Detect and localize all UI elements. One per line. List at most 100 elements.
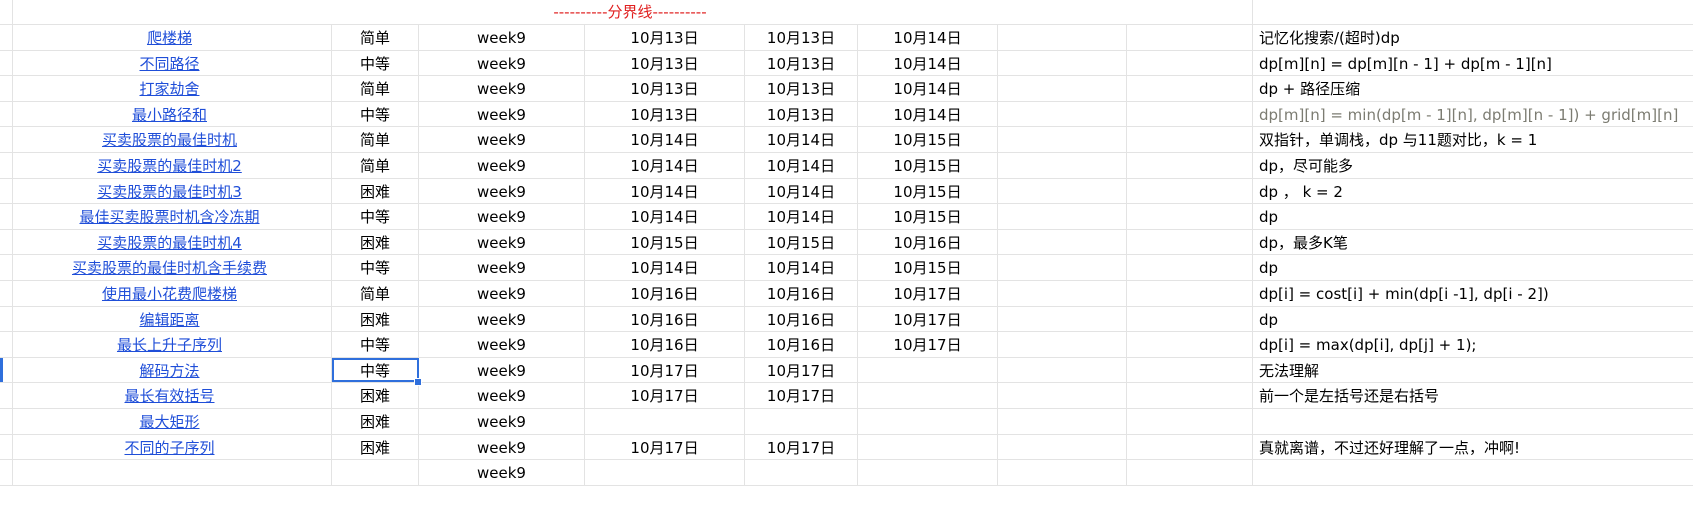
- cell-date-2[interactable]: 10月17日: [745, 357, 858, 383]
- row-gutter[interactable]: [0, 460, 13, 485]
- problem-link[interactable]: 买卖股票的最佳时机2: [97, 157, 242, 175]
- cell-empty[interactable]: [1127, 357, 1253, 383]
- problem-link[interactable]: 买卖股票的最佳时机含手续费: [71, 259, 267, 278]
- cell-date-3[interactable]: [858, 409, 998, 434]
- row-gutter[interactable]: [0, 434, 13, 460]
- cell-problem-title[interactable]: 最长上升子序列: [8, 332, 332, 357]
- cell-difficulty[interactable]: 困难: [332, 383, 419, 408]
- cell-note[interactable]: 双指针，单调栈，dp 与11题对比，k = 1: [1253, 127, 1693, 152]
- cell-problem-title[interactable]: 不同的子序列: [8, 434, 332, 460]
- cell-empty[interactable]: [1127, 76, 1253, 101]
- cell-note[interactable]: dp[i] = max(dp[i], dp[j] + 1);: [1253, 332, 1693, 357]
- cell-empty[interactable]: [998, 434, 1127, 460]
- cell-date-2[interactable]: 10月16日: [745, 281, 858, 306]
- cell-note[interactable]: [1253, 460, 1693, 485]
- cell-empty[interactable]: [1127, 281, 1253, 306]
- cell-week[interactable]: week9: [419, 50, 585, 76]
- cell-date-2[interactable]: 10月17日: [745, 383, 858, 408]
- cell-date-1[interactable]: 10月17日: [585, 383, 745, 408]
- cell-empty[interactable]: [998, 50, 1127, 76]
- cell-week[interactable]: week9: [419, 127, 585, 152]
- cell-date-2[interactable]: [745, 409, 858, 434]
- cell-difficulty[interactable]: 简单: [332, 25, 419, 50]
- row-gutter[interactable]: [0, 127, 13, 152]
- cell-empty[interactable]: [998, 25, 1127, 50]
- cell-empty[interactable]: [1127, 127, 1253, 152]
- cell-date-3[interactable]: 10月15日: [858, 178, 998, 204]
- cell-date-2[interactable]: 10月17日: [745, 434, 858, 460]
- cell-empty[interactable]: [1127, 255, 1253, 280]
- cell-date-1[interactable]: 10月17日: [585, 357, 745, 383]
- cell-difficulty[interactable]: 中等: [332, 101, 419, 127]
- cell-problem-title[interactable]: 买卖股票的最佳时机含手续费: [8, 255, 332, 280]
- cell-note[interactable]: dp: [1253, 255, 1693, 280]
- cell-note[interactable]: dp: [1253, 204, 1693, 229]
- cell-date-1[interactable]: 10月13日: [585, 25, 745, 50]
- row-gutter[interactable]: [0, 332, 13, 357]
- cell-note[interactable]: 真就离谱，不过还好理解了一点，冲啊!: [1253, 435, 1693, 460]
- row-gutter[interactable]: [0, 178, 13, 204]
- cell-date-3[interactable]: 10月15日: [858, 153, 998, 178]
- cell-week[interactable]: week9: [419, 229, 585, 255]
- cell-note[interactable]: dp: [1253, 307, 1693, 332]
- cell-date-3[interactable]: [858, 460, 998, 485]
- row-gutter[interactable]: [0, 357, 13, 383]
- cell-date-3[interactable]: 10月16日: [858, 229, 998, 255]
- problem-link[interactable]: 打家劫舍: [139, 80, 200, 99]
- row-gutter[interactable]: [0, 101, 13, 127]
- cell-week[interactable]: week9: [419, 383, 585, 408]
- cell-empty[interactable]: [1127, 409, 1253, 434]
- cell-empty[interactable]: [998, 409, 1127, 434]
- cell-date-1[interactable]: 10月13日: [585, 76, 745, 101]
- problem-link[interactable]: 编辑距离: [139, 310, 200, 329]
- problem-link[interactable]: 不同路径: [139, 54, 200, 73]
- divider-cell[interactable]: ----------分界线----------: [8, 0, 1253, 24]
- problem-link[interactable]: 最小路径和: [131, 105, 207, 124]
- row-gutter[interactable]: [0, 50, 13, 76]
- cell-week[interactable]: week9: [419, 460, 585, 485]
- cell-date-2[interactable]: 10月14日: [745, 204, 858, 229]
- cell-difficulty-selected[interactable]: 中等: [332, 357, 422, 387]
- cell-date-3[interactable]: [858, 434, 998, 460]
- cell-date-1[interactable]: 10月15日: [585, 229, 745, 255]
- cell-difficulty[interactable]: 中等: [332, 332, 419, 357]
- cell-note[interactable]: dp[m][n] = dp[m][n - 1] + dp[m - 1][n]: [1253, 51, 1693, 76]
- row-gutter[interactable]: [0, 306, 13, 332]
- cell-week[interactable]: week9: [419, 255, 585, 280]
- cell-date-2[interactable]: 10月16日: [745, 332, 858, 357]
- cell-date-1[interactable]: 10月16日: [585, 306, 745, 332]
- cell-note[interactable]: dp，尽可能多: [1253, 153, 1693, 178]
- cell-difficulty[interactable]: 简单: [332, 76, 419, 101]
- problem-link[interactable]: 买卖股票的最佳时机3: [97, 182, 242, 201]
- problem-link[interactable]: 解码方法: [139, 361, 200, 380]
- cell-date-1[interactable]: 10月14日: [585, 178, 745, 204]
- cell-empty[interactable]: [998, 178, 1127, 204]
- cell-problem-title[interactable]: 爬楼梯: [8, 25, 332, 50]
- cell-problem-title[interactable]: 编辑距离: [8, 306, 332, 332]
- cell-date-3[interactable]: [858, 383, 998, 408]
- row-gutter[interactable]: [0, 409, 13, 434]
- cell-date-3[interactable]: 10月14日: [858, 25, 998, 50]
- cell-note[interactable]: 前一个是左括号还是右括号: [1253, 383, 1693, 408]
- cell-empty[interactable]: [998, 383, 1127, 408]
- cell-date-2[interactable]: [745, 460, 858, 485]
- cell-problem-title[interactable]: 最大矩形: [8, 409, 332, 434]
- cell-empty[interactable]: [1127, 204, 1253, 229]
- row-gutter[interactable]: [0, 281, 13, 306]
- cell-empty[interactable]: [998, 127, 1127, 152]
- cell-date-1[interactable]: 10月13日: [585, 50, 745, 76]
- cell-note[interactable]: [1253, 409, 1693, 434]
- cell-empty[interactable]: [998, 204, 1127, 229]
- cell-empty[interactable]: [998, 357, 1127, 383]
- cell-note[interactable]: dp[m][n] = min(dp[m - 1][n], dp[m][n - 1…: [1253, 102, 1693, 127]
- cell-empty[interactable]: [1127, 178, 1253, 204]
- cell-problem-title[interactable]: 最长有效括号: [8, 383, 332, 408]
- cell-empty[interactable]: [1127, 383, 1253, 408]
- problem-link[interactable]: 爬楼梯: [146, 29, 192, 47]
- cell-week[interactable]: week9: [419, 101, 585, 127]
- cell-problem-title[interactable]: 使用最小花费爬楼梯: [8, 281, 332, 306]
- cell-date-2[interactable]: 10月13日: [745, 25, 858, 50]
- cell-empty[interactable]: [998, 76, 1127, 101]
- problem-link[interactable]: 最大矩形: [139, 413, 200, 431]
- problem-link[interactable]: 买卖股票的最佳时机: [101, 131, 237, 150]
